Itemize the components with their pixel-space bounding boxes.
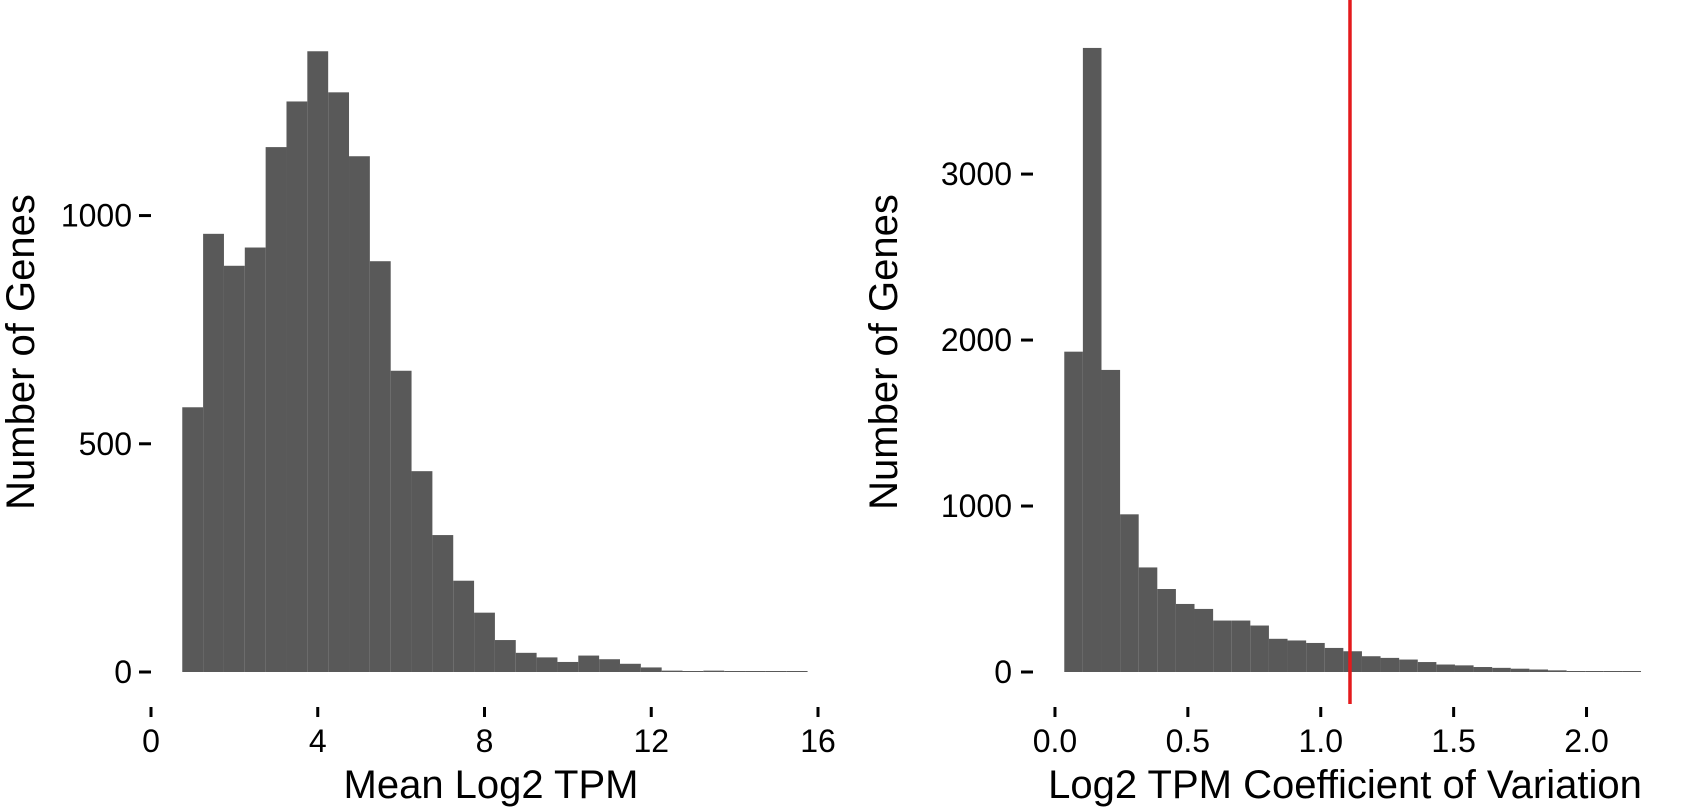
- histogram-bar: [390, 370, 412, 672]
- y-axis-title: Number of Genes: [862, 194, 906, 510]
- y-tick-label: 2000: [941, 322, 1012, 358]
- histogram-bar: [265, 147, 287, 672]
- histogram-bar: [765, 671, 787, 672]
- histogram-bar: [223, 265, 245, 672]
- histogram-bar: [1343, 651, 1362, 672]
- histogram-bar: [1361, 656, 1381, 672]
- y-tick-label: 1000: [941, 488, 1012, 524]
- histogram-bar: [1603, 671, 1623, 672]
- x-tick-label: 0.5: [1166, 723, 1210, 759]
- histogram-bar: [1622, 671, 1642, 672]
- histogram-bar: [1120, 514, 1139, 672]
- histogram-bar: [619, 663, 641, 672]
- histogram-bar: [1380, 657, 1400, 672]
- panel-cv: 0.0 0.5 1.0 1.5 2.0 0 1000 2000 3000 Log2 TPM Co…: [862, 0, 1642, 807]
- histogram-bar: [578, 655, 600, 672]
- histogram-bar: [349, 156, 370, 672]
- histogram-bar: [1064, 351, 1083, 672]
- x-tick-label: 1.5: [1431, 723, 1475, 759]
- histogram-bar: [203, 233, 224, 673]
- histogram-bar: [724, 671, 746, 672]
- histogram-bar: [1250, 625, 1269, 672]
- histogram-bar: [786, 671, 808, 672]
- histogram-bar: [599, 659, 620, 672]
- x-tick-label: 8: [476, 723, 494, 759]
- histogram-bar: [1082, 47, 1102, 672]
- histogram-bar: [1399, 659, 1418, 672]
- histogram-bar: [1417, 662, 1437, 672]
- y-tick-label: 3000: [941, 156, 1012, 192]
- bars-group: [1064, 47, 1642, 672]
- histogram-bar: [474, 612, 495, 672]
- histogram-bar: [1268, 638, 1288, 672]
- histogram-bar: [494, 640, 516, 672]
- histogram-bar: [1529, 669, 1548, 672]
- histogram-bar: [682, 671, 704, 672]
- histogram-bar: [1585, 671, 1604, 672]
- histogram-bar: [1101, 369, 1121, 672]
- histogram-bar: [557, 661, 579, 672]
- histogram-bar: [1473, 667, 1493, 672]
- x-tick-label: 0: [142, 723, 160, 759]
- histogram-bar: [640, 667, 662, 672]
- histogram-bar: [1213, 620, 1232, 672]
- y-tick-label: 0: [994, 654, 1012, 690]
- axes-group: 0.0 0.5 1.0 1.5 2.0 0 1000 2000 3000: [941, 156, 1609, 759]
- histogram-bar: [703, 670, 725, 672]
- y-tick-label: 500: [79, 426, 132, 462]
- histogram-bar: [1566, 671, 1586, 672]
- histogram-bar: [1175, 603, 1195, 672]
- histogram-bar: [1138, 567, 1158, 672]
- histogram-bar: [432, 535, 454, 672]
- x-axis-title: Mean Log2 TPM: [344, 763, 639, 807]
- histogram-bar: [1492, 667, 1511, 672]
- x-tick-label: 4: [309, 723, 327, 759]
- histogram-bar: [1306, 642, 1325, 672]
- histogram-bar: [328, 92, 350, 673]
- histogram-bar: [1510, 668, 1530, 672]
- histogram-bar: [1157, 589, 1176, 672]
- histogram-bar: [1324, 647, 1344, 672]
- histogram-bar: [307, 51, 329, 672]
- y-tick-label: 0: [114, 654, 132, 690]
- histogram-bar: [1231, 620, 1251, 672]
- x-tick-label: 16: [800, 723, 836, 759]
- histogram-bar: [515, 652, 537, 672]
- axes-group: 0 4 8 12 16 0 500 1000: [61, 198, 836, 759]
- histogram-bar: [369, 261, 391, 672]
- histogram-bar: [182, 407, 204, 672]
- histogram-bar: [1454, 665, 1474, 672]
- histogram-bar: [1194, 608, 1214, 672]
- histogram-bar: [661, 670, 683, 672]
- histogram-bar: [286, 101, 308, 672]
- x-axis-title: Log2 TPM Coefficient of Variation: [1048, 763, 1642, 807]
- x-tick-label: 0.0: [1033, 723, 1077, 759]
- histogram-bar: [453, 580, 475, 672]
- histogram-bar: [411, 471, 433, 672]
- histogram-bar: [1436, 664, 1455, 672]
- x-tick-label: 12: [633, 723, 669, 759]
- y-tick-label: 1000: [61, 198, 132, 234]
- y-axis-title: Number of Genes: [0, 194, 43, 510]
- x-tick-label: 1.0: [1299, 723, 1343, 759]
- histogram-bar: [745, 671, 766, 672]
- x-tick-label: 2.0: [1564, 723, 1608, 759]
- histogram-bar: [244, 247, 266, 672]
- histogram-bar: [1287, 640, 1307, 672]
- panel-mean-log2-tpm: 0 4 8 12 16 0 500 1000 Mean Log2 TPM Number of …: [0, 51, 836, 807]
- bars-group: [182, 51, 808, 673]
- histogram-bar: [536, 657, 558, 672]
- histogram-bar: [1547, 670, 1567, 672]
